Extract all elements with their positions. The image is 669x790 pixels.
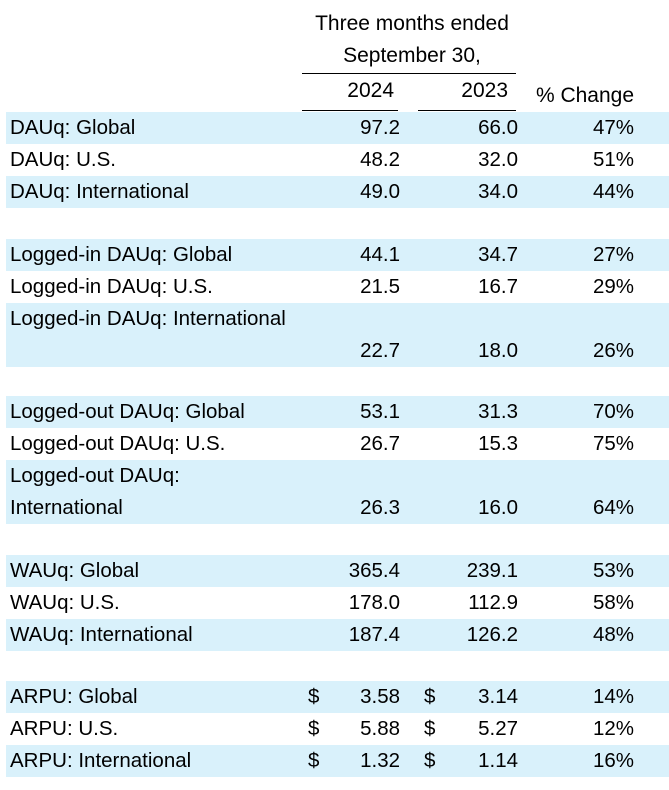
value-2023: 112.9	[468, 591, 518, 614]
table-row-loggedout-us: Logged-out DAUq: U.S. 26.7 15.3 75%	[6, 428, 669, 460]
value-2024: 26.3	[360, 496, 400, 519]
table-row-loggedout-global: Logged-out DAUq: Global 53.1 31.3 70%	[6, 396, 669, 428]
table-row-wauq-us: WAUq: U.S. 178.0 112.9 58%	[6, 587, 669, 619]
column-header-change: % Change	[535, 84, 635, 107]
value-change: 75%	[592, 432, 634, 455]
value-change: 29%	[592, 275, 634, 298]
currency-symbol-2023: $	[424, 685, 436, 708]
value-change: 16%	[592, 749, 634, 772]
period-header-line2: September 30,	[343, 44, 481, 67]
value-2024: 5.88	[360, 717, 400, 740]
value-2024: 53.1	[360, 400, 400, 423]
value-change: 47%	[592, 116, 634, 139]
value-2023: 239.1	[466, 559, 518, 582]
row-label: Logged-out DAUq: U.S.	[10, 432, 226, 455]
value-change: 26%	[592, 339, 634, 362]
table-row-arpu-international: ARPU: International $ 1.32 $ 1.14 16%	[6, 745, 669, 777]
table-row-dauq-us: DAUq: U.S. 48.2 32.0 51%	[6, 144, 669, 176]
row-label: WAUq: Global	[10, 559, 140, 582]
value-2024: 187.4	[348, 623, 400, 646]
value-2024: 1.32	[360, 749, 400, 772]
column-header-2024: 2024	[347, 79, 394, 102]
value-2024: 44.1	[360, 243, 400, 266]
value-2024: 48.2	[360, 148, 400, 171]
currency-symbol-2024: $	[308, 685, 320, 708]
value-2023: 31.3	[478, 400, 518, 423]
value-2024: 365.4	[348, 559, 400, 582]
value-2023: 34.7	[478, 243, 518, 266]
column-header-2023-rule	[418, 110, 516, 111]
currency-symbol-2023: $	[424, 749, 436, 772]
table-row-dauq-global: DAUq: Global 97.2 66.0 47%	[6, 112, 669, 144]
value-2024: 178.0	[348, 591, 400, 614]
value-2023: 126.2	[466, 623, 518, 646]
value-2023: 32.0	[478, 148, 518, 171]
row-label: Logged-out DAUq: International	[10, 464, 180, 519]
value-2023: 16.7	[478, 275, 518, 298]
row-label: ARPU: Global	[10, 685, 138, 708]
row-label: ARPU: U.S.	[10, 717, 119, 740]
value-2024: 3.58	[360, 685, 400, 708]
table-row-loggedin-global: Logged-in DAUq: Global 44.1 34.7 27%	[6, 239, 669, 271]
row-label: Logged-in DAUq: Global	[10, 243, 233, 266]
value-2024: 49.0	[360, 180, 400, 203]
value-change: 44%	[592, 180, 634, 203]
value-2024: 26.7	[360, 432, 400, 455]
row-label: WAUq: International	[10, 623, 193, 646]
value-2023: 3.14	[478, 685, 518, 708]
value-2023: 15.3	[478, 432, 518, 455]
row-label: DAUq: International	[10, 180, 189, 203]
row-label: ARPU: International	[10, 749, 192, 772]
table-row-arpu-global: ARPU: Global $ 3.58 $ 3.14 14%	[6, 681, 669, 713]
value-change: 14%	[592, 685, 634, 708]
currency-symbol-2023: $	[424, 717, 436, 740]
value-2023: 18.0	[478, 339, 518, 362]
table-row-arpu-us: ARPU: U.S. $ 5.88 $ 5.27 12%	[6, 713, 669, 745]
value-change: 48%	[592, 623, 634, 646]
column-header-2023: 2023	[461, 79, 508, 102]
value-2023: 16.0	[478, 496, 518, 519]
period-header-line1: Three months ended	[315, 12, 509, 35]
value-change: 64%	[592, 496, 634, 519]
value-2023: 5.27	[478, 717, 518, 740]
value-2024: 22.7	[360, 339, 400, 362]
value-change: 27%	[592, 243, 634, 266]
row-label: Logged-in DAUq: International	[10, 307, 286, 330]
value-2024: 97.2	[360, 116, 400, 139]
value-change: 53%	[592, 559, 634, 582]
value-2024: 21.5	[360, 275, 400, 298]
row-label: DAUq: Global	[10, 116, 136, 139]
value-2023: 34.0	[478, 180, 518, 203]
value-2023: 1.14	[478, 749, 518, 772]
table-row-loggedin-us: Logged-in DAUq: U.S. 21.5 16.7 29%	[6, 271, 669, 303]
currency-symbol-2024: $	[308, 717, 320, 740]
table-row-wauq-international: WAUq: International 187.4 126.2 48%	[6, 619, 669, 651]
row-label: DAUq: U.S.	[10, 148, 116, 171]
row-label: WAUq: U.S.	[10, 591, 120, 614]
period-header-rule	[302, 73, 516, 74]
table-row-wauq-global: WAUq: Global 365.4 239.1 53%	[6, 555, 669, 587]
value-change: 51%	[592, 148, 634, 171]
table-row-loggedin-international: Logged-in DAUq: International 22.7 18.0 …	[6, 303, 669, 367]
row-label: Logged-in DAUq: U.S.	[10, 275, 213, 298]
column-header-2024-rule	[302, 110, 398, 111]
table-row-dauq-international: DAUq: International 49.0 34.0 44%	[6, 176, 669, 208]
value-change: 70%	[592, 400, 634, 423]
value-change: 12%	[592, 717, 634, 740]
currency-symbol-2024: $	[308, 749, 320, 772]
value-change: 58%	[592, 591, 634, 614]
row-label: Logged-out DAUq: Global	[10, 400, 245, 423]
table-row-loggedout-international: Logged-out DAUq: International 26.3 16.0…	[6, 460, 669, 524]
value-2023: 66.0	[478, 116, 518, 139]
